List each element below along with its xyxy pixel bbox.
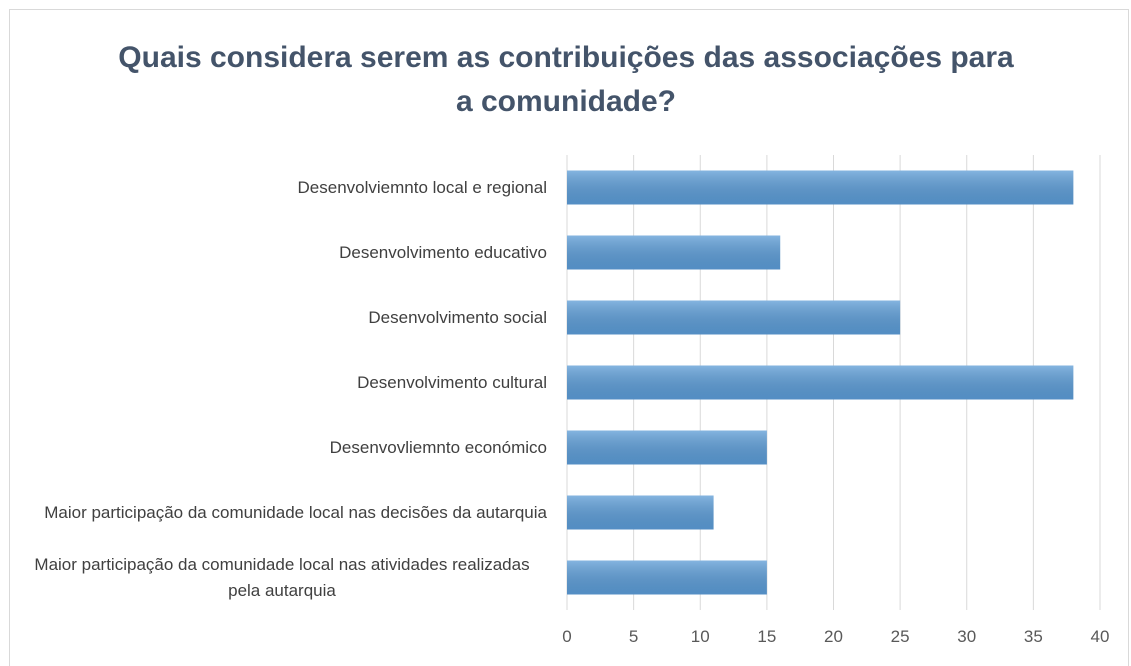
y-tick-label: Desenvolvimento cultural [0,350,547,415]
x-tick-label: 35 [1024,627,1043,646]
x-tick-label: 0 [562,627,571,646]
chart-frame [9,9,1129,666]
x-tick-label: 25 [891,627,910,646]
y-tick-text: Maior participação da comunidade local n… [44,502,547,522]
y-tick-text: Desenvolvimento social [368,307,547,327]
y-tick-label: Desenvolvimento social [0,285,547,350]
x-tick-label: 15 [757,627,776,646]
y-tick-label: Desenvovliemnto económico [0,415,547,480]
bar [567,300,901,335]
y-tick-text: Desenvolvimento educativo [339,242,547,262]
bar [567,365,1074,400]
bar [567,495,714,530]
x-tick-label: 10 [691,627,710,646]
y-tick-text: Desenvolvimento cultural [357,372,547,392]
bar [567,560,767,595]
y-tick-text: Maior participação da comunidade local n… [34,554,530,600]
y-tick-label: Desenvolviemnto local e regional [0,155,547,220]
y-tick-label: Desenvolvimento educativo [0,220,547,285]
chart-title: Quais considera serem as contribuições d… [118,41,1014,118]
bar [567,235,781,270]
x-tick-label: 30 [957,627,976,646]
y-tick-text: Desenvovliemnto económico [329,437,547,457]
bar [567,170,1074,205]
bar [567,430,767,465]
y-tick-label: Maior participação da comunidade local n… [0,545,547,610]
x-tick-label: 40 [1091,627,1110,646]
y-tick-text: Desenvolviemnto local e regional [297,177,547,197]
x-tick-label: 20 [824,627,843,646]
x-tick-label: 5 [629,627,638,646]
y-tick-label: Maior participação da comunidade local n… [0,480,547,545]
